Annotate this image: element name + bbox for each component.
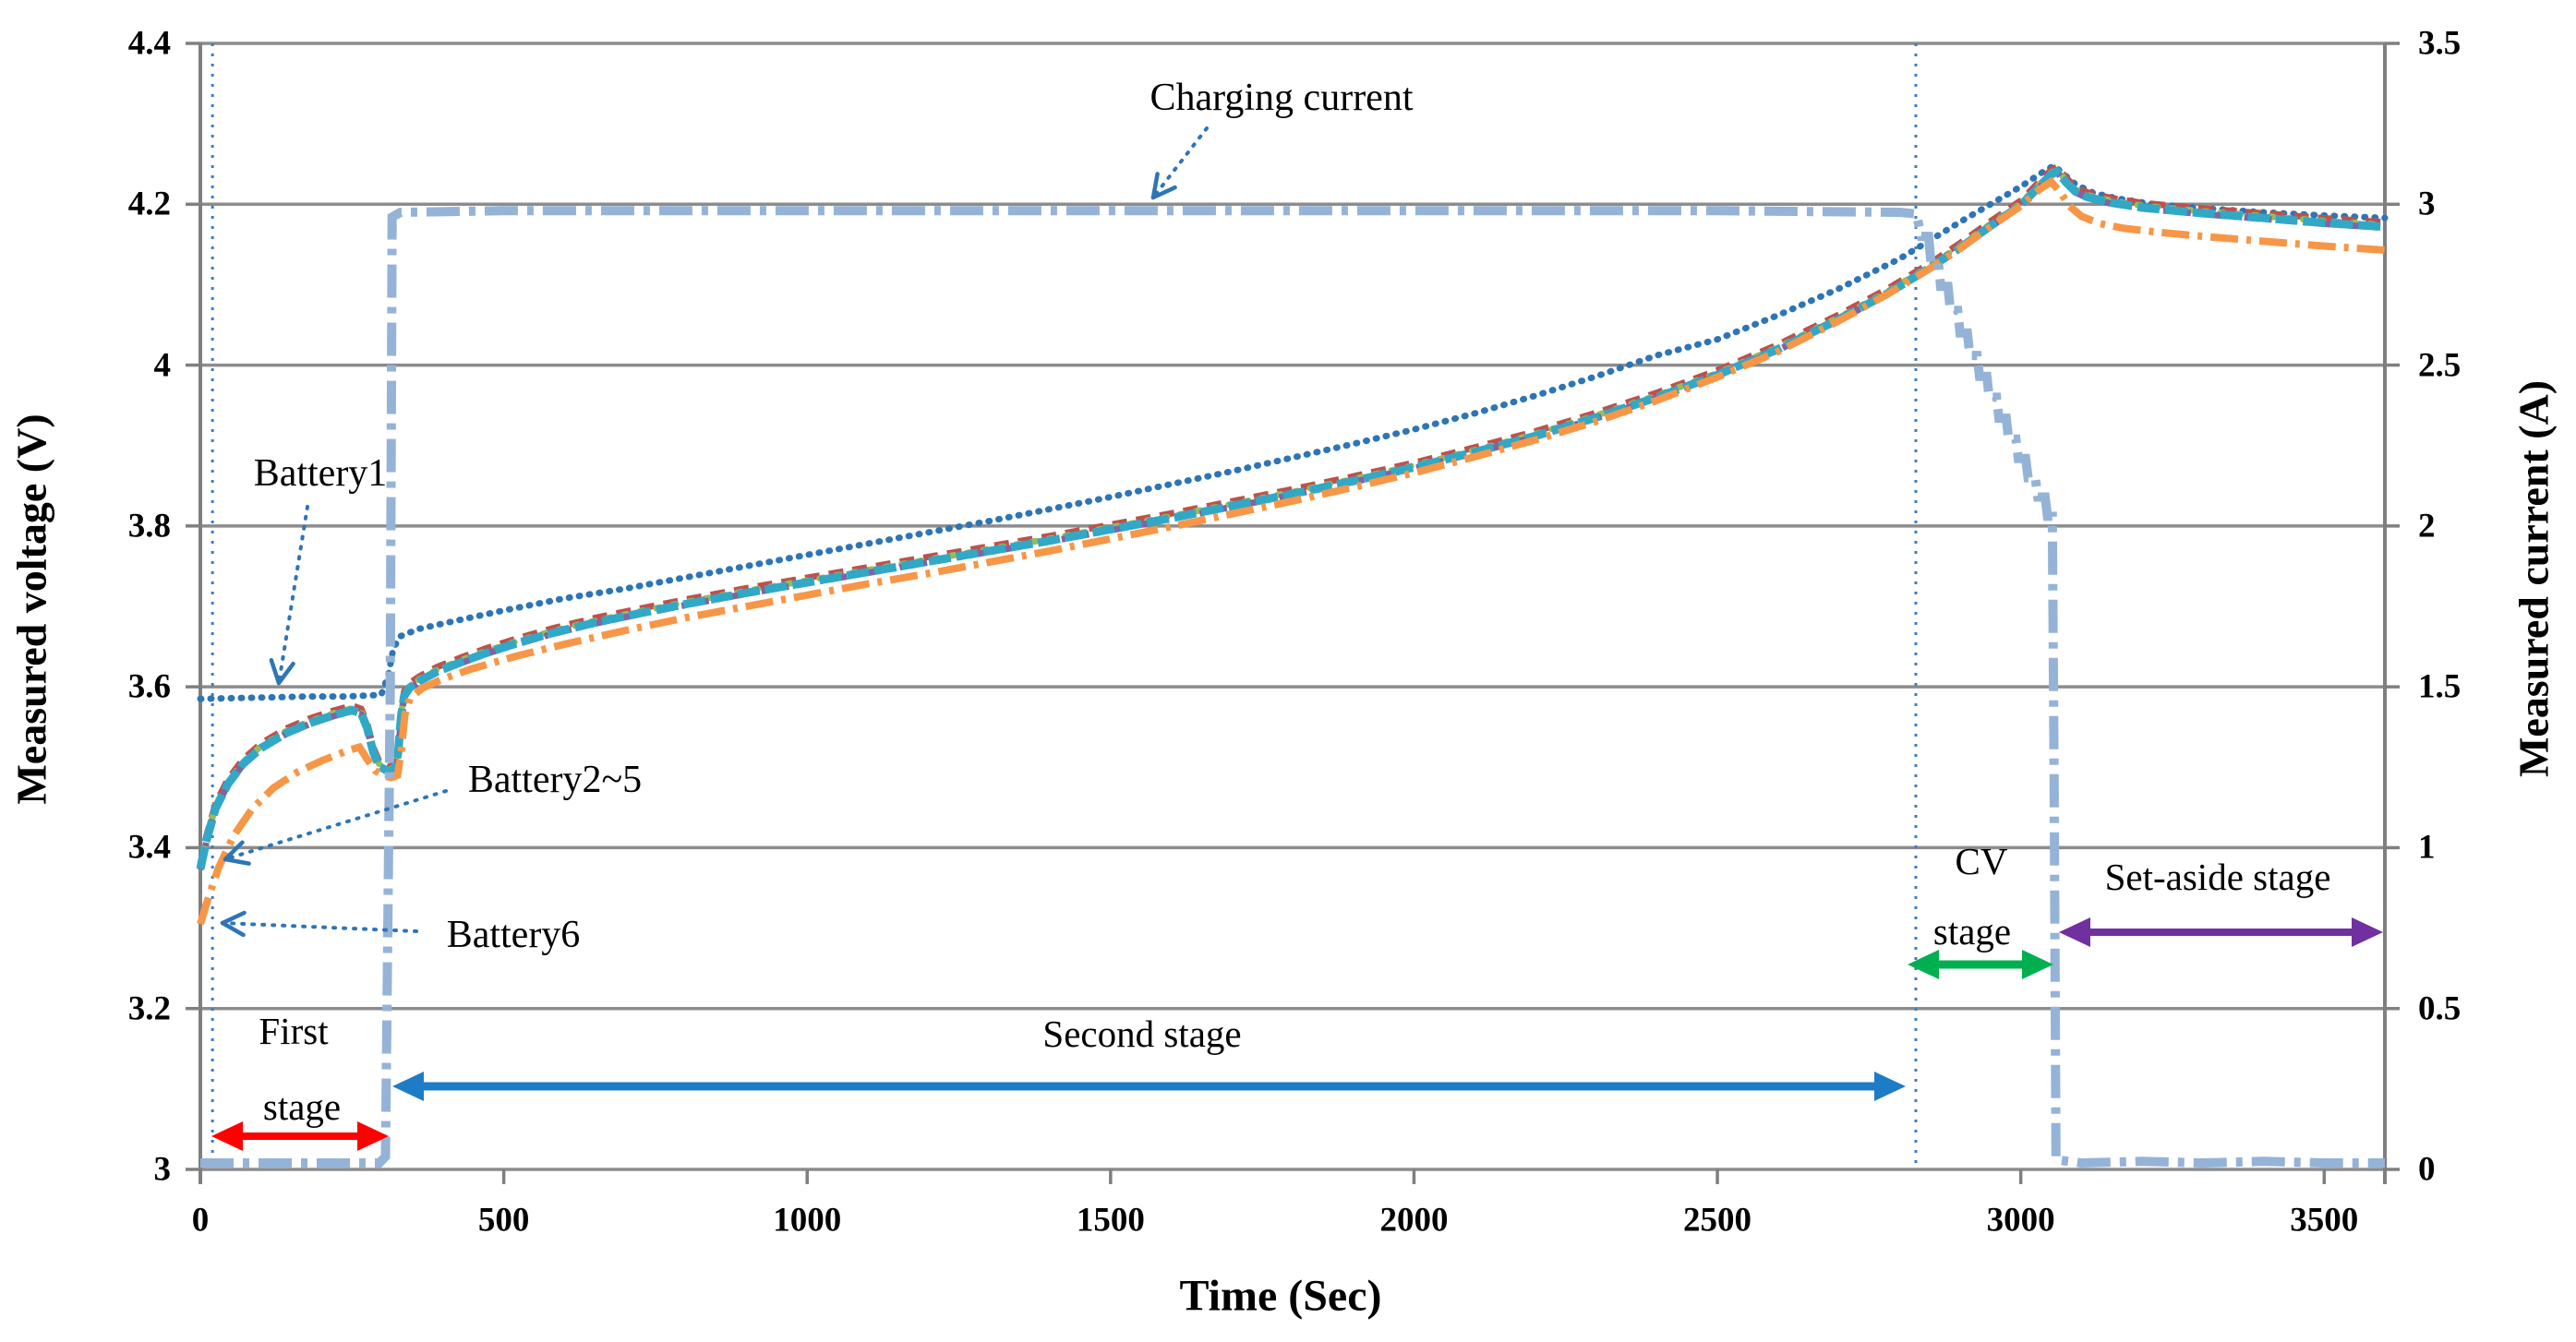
y-left-tick-label: 4.2 bbox=[127, 185, 171, 223]
cv-stage-label: CV bbox=[1955, 840, 2008, 882]
set-aside-stage-arrowhead-left bbox=[2059, 917, 2090, 947]
set-aside-stage-label: Set-aside stage bbox=[2104, 856, 2331, 898]
y-left-tick-label: 3 bbox=[153, 1150, 172, 1189]
callout-arrow-line bbox=[277, 505, 309, 685]
callout-arrowhead bbox=[1150, 172, 1160, 200]
y-right-tick-label: 3.5 bbox=[2418, 24, 2462, 63]
y-axis-title-current: Measured current (A) bbox=[2510, 379, 2558, 778]
x-axis-title-time: Time (Sec) bbox=[1179, 1271, 1382, 1321]
y-axis-title-voltage: Measured voltage (V) bbox=[7, 413, 55, 805]
x-tick-label: 3500 bbox=[2290, 1201, 2359, 1240]
series-battery1 bbox=[197, 162, 2389, 702]
first-stage-label: stage bbox=[262, 1085, 342, 1128]
x-tick-label: 1000 bbox=[773, 1201, 842, 1240]
y-right-tick-label: 0.5 bbox=[2418, 989, 2462, 1028]
first-stage-arrowhead-left bbox=[211, 1121, 243, 1151]
callout-arrow-line bbox=[1151, 126, 1209, 199]
y-left-tick-label: 3.4 bbox=[127, 828, 171, 867]
x-tick-label: 0 bbox=[191, 1201, 210, 1240]
callout-battery6: Battery6 bbox=[446, 914, 581, 956]
set-aside-stage-arrowhead-right bbox=[2352, 917, 2383, 947]
x-tick-label: 2500 bbox=[1683, 1201, 1752, 1240]
callout-battery1: Battery1 bbox=[253, 452, 388, 495]
callout-arrowhead bbox=[220, 920, 246, 938]
y-left-tick-label: 3.6 bbox=[127, 667, 171, 706]
second-stage-arrowhead-right bbox=[1874, 1072, 1906, 1101]
y-right-tick-label: 1.5 bbox=[2418, 667, 2462, 706]
callout-battery2-5: Battery2~5 bbox=[467, 759, 643, 801]
callout-arrowhead bbox=[269, 658, 282, 686]
cv-stage-arrowhead-left bbox=[1908, 950, 1939, 979]
callout-arrowhead bbox=[1150, 185, 1177, 200]
first-stage-label: First bbox=[259, 1010, 329, 1052]
x-tick-label: 500 bbox=[477, 1201, 530, 1240]
y-right-tick-label: 3 bbox=[2418, 185, 2436, 223]
series-battery2 bbox=[197, 162, 2386, 865]
first-stage-arrowhead-right bbox=[357, 1121, 389, 1151]
callout-arrow-line bbox=[221, 921, 418, 933]
cv-stage-label: stage bbox=[1932, 910, 2012, 953]
y-left-tick-label: 3.2 bbox=[127, 989, 171, 1028]
y-left-tick-label: 3.8 bbox=[127, 507, 171, 545]
y-right-tick-label: 0 bbox=[2418, 1150, 2436, 1189]
series-battery6 bbox=[197, 176, 2386, 926]
callout-arrowhead bbox=[223, 840, 245, 862]
series-charging-current bbox=[200, 206, 2385, 1168]
callout-arrowhead bbox=[220, 910, 247, 926]
y-left-tick-label: 4 bbox=[153, 346, 172, 385]
y-left-tick-label: 4.4 bbox=[127, 24, 171, 63]
y-right-tick-label: 2.5 bbox=[2418, 346, 2462, 385]
x-tick-label: 1500 bbox=[1076, 1201, 1145, 1240]
callout-arrowhead bbox=[276, 661, 295, 686]
x-tick-label: 3000 bbox=[1986, 1201, 2055, 1240]
second-stage-arrowhead-left bbox=[392, 1072, 424, 1101]
y-right-tick-label: 2 bbox=[2418, 507, 2436, 545]
x-tick-label: 2000 bbox=[1379, 1201, 1449, 1240]
second-stage-label: Second stage bbox=[1042, 1012, 1242, 1055]
callout-charging-current: Charging current bbox=[1150, 77, 1414, 119]
y-right-tick-label: 1 bbox=[2418, 828, 2436, 867]
callout-arrow-line bbox=[223, 789, 448, 861]
cv-stage-arrowhead-right bbox=[2022, 950, 2053, 979]
series-battery5 bbox=[196, 165, 2386, 870]
callout-arrowhead bbox=[223, 857, 251, 866]
